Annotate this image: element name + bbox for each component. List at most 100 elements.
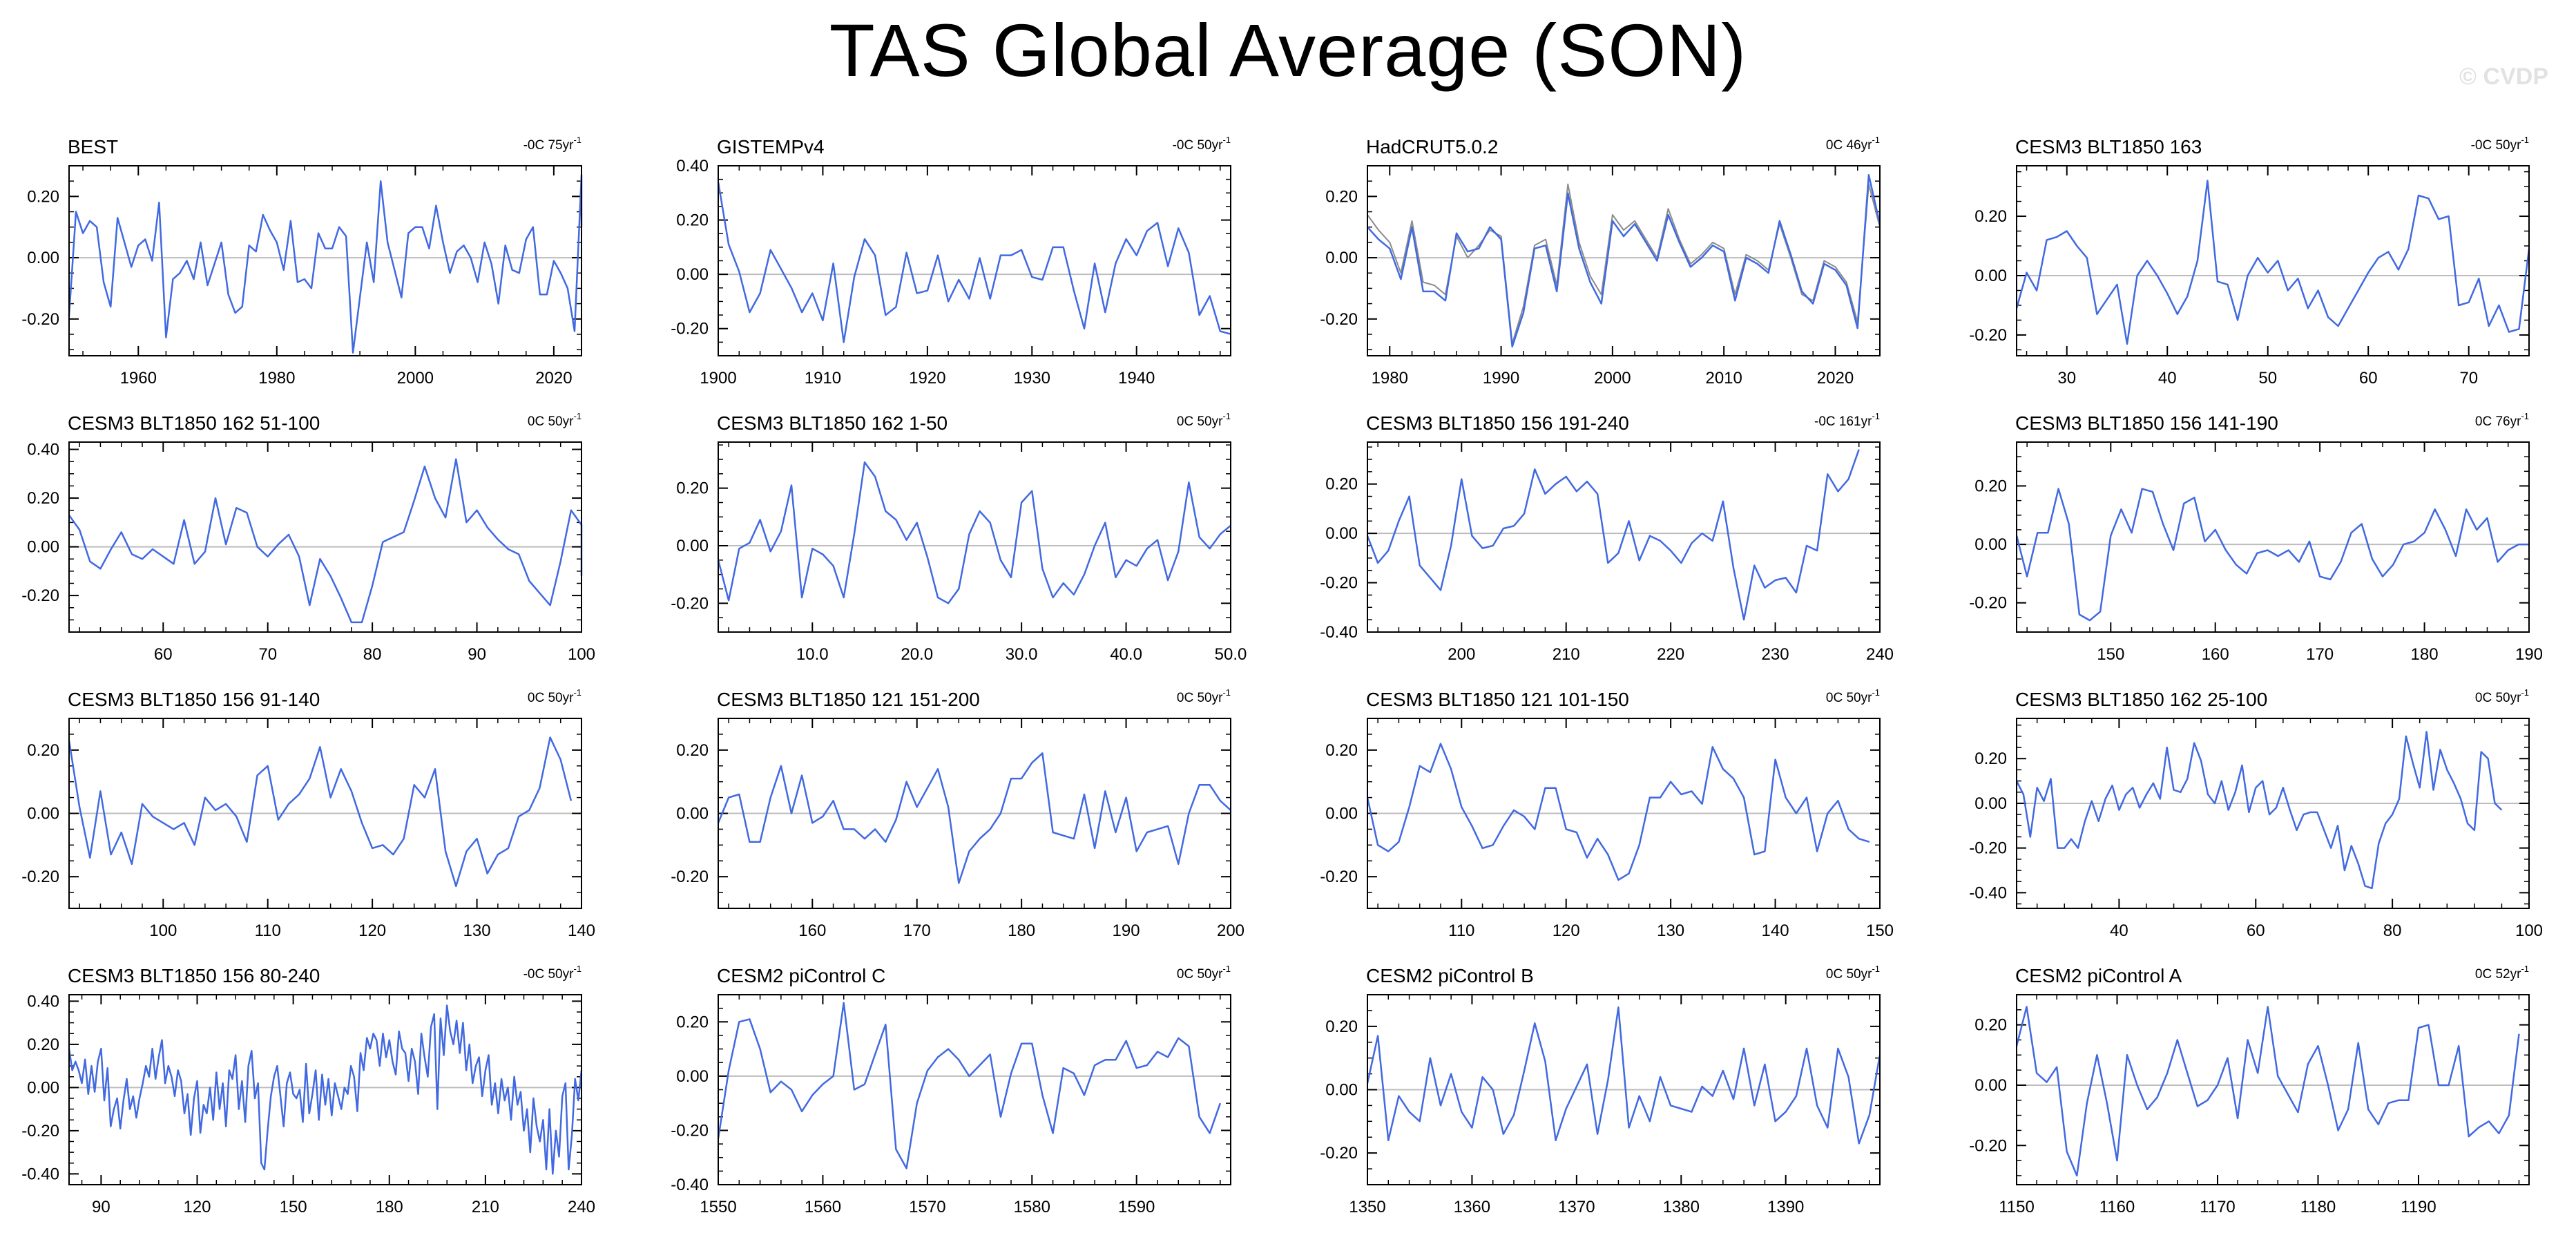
trend-label: 0C 50yr-1 bbox=[1826, 964, 1880, 982]
y-tick-label: 0.00 bbox=[27, 249, 59, 267]
trend-exponent: -1 bbox=[1872, 964, 1880, 974]
trend-exponent: -1 bbox=[573, 135, 581, 145]
y-tick-label: -0.20 bbox=[671, 868, 709, 886]
y-tick-label: 0.20 bbox=[1325, 741, 1358, 760]
y-tick-label: 0.00 bbox=[1325, 1081, 1358, 1100]
series-line bbox=[717, 752, 1231, 884]
y-tick-label: 0.40 bbox=[676, 157, 709, 175]
series-line bbox=[1366, 449, 1860, 621]
x-tick-label: 180 bbox=[2411, 645, 2439, 664]
series-line bbox=[1366, 1006, 1881, 1145]
trend-label: -0C 50yr-1 bbox=[2471, 135, 2529, 153]
series-line bbox=[2015, 1006, 2520, 1177]
x-tick-label: 1190 bbox=[2401, 1198, 2436, 1216]
plot-frame bbox=[2016, 718, 2530, 909]
y-tick-label: -0.20 bbox=[1969, 839, 2007, 858]
panel-title: CESM3 BLT1850 162 51-100 bbox=[68, 412, 320, 434]
y-tick-label: 0.00 bbox=[1325, 805, 1358, 823]
y-tick-label: -0.20 bbox=[671, 320, 709, 338]
panel-title: HadCRUT5.0.2 bbox=[1366, 136, 1498, 157]
chart-panel: CESM3 BLT1850 156 80-240 -0C 50yr-1 90 120 1… bbox=[21, 964, 595, 1216]
chart-panel: HadCRUT5.0.2 0C 46yr-1 1980 1990 2000 2010 202… bbox=[1320, 135, 1881, 388]
chart-panel: CESM3 BLT1850 162 25-100 0C 50yr-1 40 60 80 1… bbox=[1969, 687, 2543, 940]
reference-series-line bbox=[1367, 183, 1881, 345]
y-tick-label: -0.40 bbox=[1969, 883, 2007, 902]
panel-title: CESM3 BLT1850 121 101-150 bbox=[1366, 689, 1629, 710]
x-tick-label: 80 bbox=[2383, 921, 2402, 940]
x-tick-label: 30.0 bbox=[1006, 645, 1038, 664]
x-tick-label: 1980 bbox=[1372, 369, 1408, 388]
plot-frame bbox=[1367, 165, 1881, 356]
x-tick-label: 1380 bbox=[1663, 1198, 1700, 1216]
chart-panel: CESM3 BLT1850 156 91-140 0C 50yr-1 100 110 1… bbox=[21, 687, 595, 940]
chart-panel: CESM3 BLT1850 162 1-50 0C 50yr-1 10.0 20.0 3… bbox=[671, 411, 1247, 664]
series-line bbox=[68, 174, 583, 354]
y-tick-label: 0.20 bbox=[676, 211, 709, 230]
x-tick-label: 1160 bbox=[2099, 1198, 2135, 1216]
x-tick-label: 50.0 bbox=[1215, 645, 1247, 664]
x-tick-label: 190 bbox=[2515, 645, 2543, 664]
panel-title: CESM3 BLT1850 162 1-50 bbox=[717, 412, 948, 434]
y-tick-label: 0.20 bbox=[676, 1013, 709, 1031]
x-tick-label: 1580 bbox=[1014, 1198, 1050, 1216]
series-line bbox=[68, 736, 573, 888]
plot-frame bbox=[68, 994, 582, 1185]
x-tick-label: 1920 bbox=[909, 369, 945, 388]
x-tick-label: 240 bbox=[1866, 645, 1894, 664]
x-tick-label: 1990 bbox=[1483, 369, 1519, 388]
trend-exponent: -1 bbox=[1872, 687, 1880, 698]
x-tick-label: 120 bbox=[1553, 921, 1580, 940]
plot-frame bbox=[1367, 994, 1881, 1185]
x-tick-label: 2020 bbox=[535, 369, 572, 388]
y-tick-label: -0.20 bbox=[21, 310, 59, 329]
trend-exponent: -1 bbox=[1222, 411, 1231, 421]
x-tick-label: 80 bbox=[363, 645, 382, 664]
panel-title: BEST bbox=[68, 136, 118, 157]
y-tick-label: 0.40 bbox=[27, 992, 59, 1011]
x-tick-label: 110 bbox=[255, 921, 281, 940]
y-tick-label: 0.20 bbox=[1325, 475, 1358, 494]
x-tick-label: 1560 bbox=[805, 1198, 841, 1216]
x-tick-label: 1900 bbox=[700, 369, 736, 388]
x-tick-label: 1350 bbox=[1349, 1198, 1385, 1216]
chart-panel: CESM2 piControl C 0C 50yr-1 1550 1560 1570 15… bbox=[671, 964, 1231, 1216]
watermark: © CVDP bbox=[2459, 64, 2548, 90]
series-line bbox=[68, 1004, 583, 1175]
x-tick-label: 20.0 bbox=[901, 645, 933, 664]
series-line bbox=[2015, 731, 2503, 890]
y-tick-label: 0.20 bbox=[27, 741, 59, 760]
x-tick-label: 1940 bbox=[1118, 369, 1155, 388]
chart-panel: BEST -0C 75yr-1 1960 1980 2000 2020 -0.20 0.00 0… bbox=[21, 135, 583, 388]
chart-panel: CESM3 BLT1850 121 151-200 0C 50yr-1 160 170… bbox=[671, 687, 1244, 940]
y-tick-label: 0.00 bbox=[27, 538, 59, 557]
x-tick-label: 160 bbox=[2202, 645, 2229, 664]
x-tick-label: 1390 bbox=[1767, 1198, 1804, 1216]
y-tick-label: 0.00 bbox=[676, 537, 709, 555]
panel-title: CESM2 piControl A bbox=[2015, 965, 2182, 986]
y-tick-label: 0.40 bbox=[27, 441, 59, 459]
y-tick-label: 0.00 bbox=[27, 805, 59, 823]
panel-title: CESM3 BLT1850 163 bbox=[2015, 136, 2202, 157]
y-tick-label: -0.20 bbox=[1969, 326, 2007, 345]
series-line bbox=[717, 1002, 1222, 1169]
x-tick-label: 100 bbox=[149, 921, 177, 940]
x-tick-label: 170 bbox=[903, 921, 931, 940]
y-tick-label: 0.20 bbox=[27, 187, 59, 206]
plot-frame bbox=[1367, 441, 1881, 633]
x-tick-label: 90 bbox=[92, 1198, 110, 1216]
panel-title: CESM3 BLT1850 156 80-240 bbox=[68, 965, 320, 986]
trend-exponent: -1 bbox=[2521, 411, 2529, 421]
x-tick-label: 150 bbox=[1866, 921, 1894, 940]
trend-label: -0C 161yr-1 bbox=[1814, 411, 1880, 429]
x-tick-label: 2020 bbox=[1817, 369, 1854, 388]
x-tick-label: 190 bbox=[1113, 921, 1140, 940]
x-tick-label: 150 bbox=[280, 1198, 307, 1216]
series-line bbox=[2015, 180, 2530, 345]
y-tick-label: 0.20 bbox=[676, 479, 709, 498]
y-tick-label: -0.20 bbox=[21, 1122, 59, 1140]
trend-exponent: -1 bbox=[573, 411, 581, 421]
trend-exponent: -1 bbox=[2521, 964, 2529, 974]
x-tick-label: 130 bbox=[1657, 921, 1684, 940]
y-tick-label: -0.40 bbox=[21, 1165, 59, 1183]
